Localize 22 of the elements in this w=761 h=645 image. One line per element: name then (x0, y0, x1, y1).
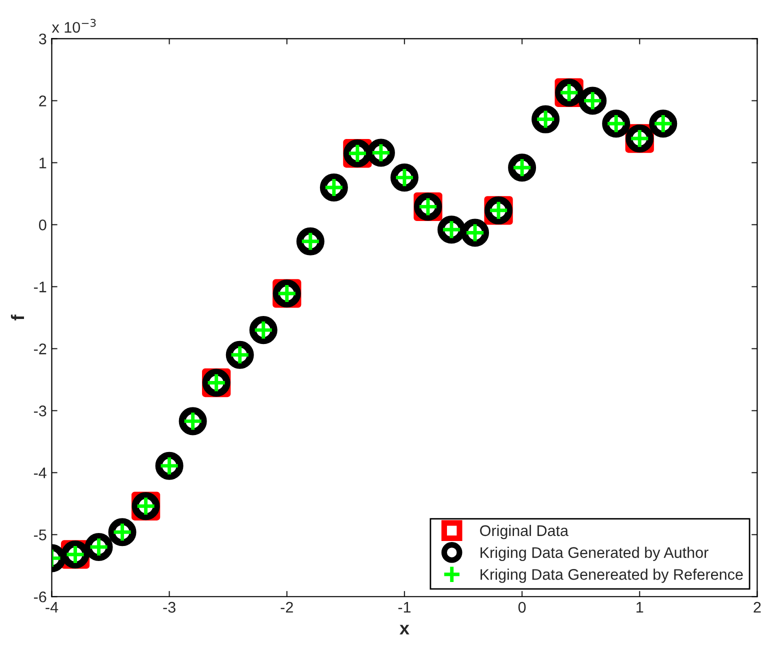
y-tick-label: -1 (34, 282, 46, 292)
y-tick-label: 2 (39, 96, 46, 106)
y-tick-label: -6 (34, 591, 46, 602)
y-tick-label: -2 (34, 344, 46, 354)
text: x 10$^{−3}$ (52, 18, 96, 33)
x-axis-title: x (400, 624, 410, 634)
x-tick-label: 0 (518, 602, 526, 613)
x-tick-label: 2 (754, 602, 761, 613)
x-tick-label: -3 (163, 602, 176, 613)
y-tick-label: -3 (34, 406, 46, 416)
y-tick-label: -4 (34, 468, 46, 478)
y-axis-title: f (10, 314, 24, 320)
y-tick-label: -5 (34, 530, 46, 540)
legend-label: Original Data (480, 524, 568, 540)
x-tick-label: 1 (636, 602, 644, 613)
legend-label: Kriging Data Generated by Author (480, 546, 708, 561)
x-tick-label: -2 (280, 602, 293, 613)
y-tick-label: 1 (40, 158, 46, 168)
x-tick-label: -1 (398, 602, 411, 613)
y-tick-label: 0 (38, 220, 46, 230)
y-tick-label: 3 (38, 34, 46, 44)
legend-label: Kriging Data Genereated by Reference (480, 568, 743, 583)
